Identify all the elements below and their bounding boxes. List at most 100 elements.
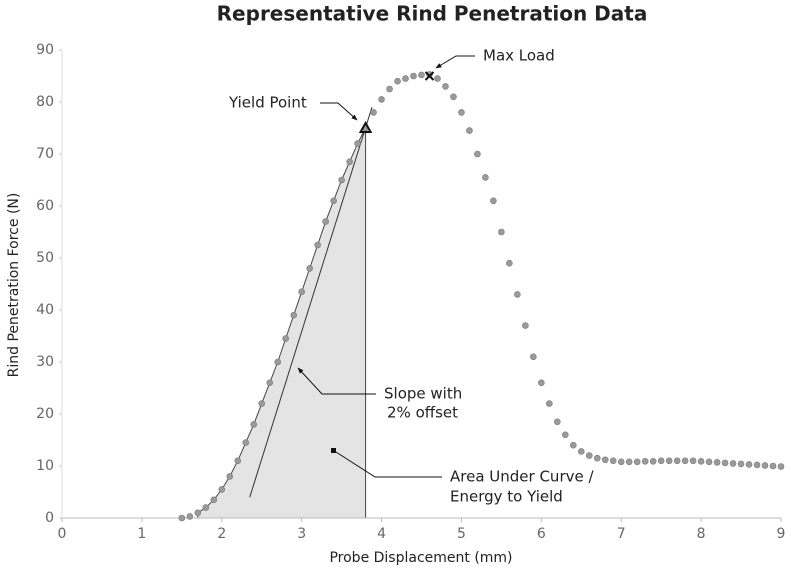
offset-line: [249, 107, 373, 498]
y-tick-label: 80: [36, 94, 54, 110]
x-tick-label: 5: [457, 526, 466, 542]
data-point: [569, 441, 577, 449]
data-point: [434, 75, 441, 82]
y-tick-label: 60: [36, 198, 54, 214]
annotation: Yield Point: [228, 94, 307, 112]
data-point: [338, 176, 345, 184]
data-point: [514, 291, 521, 298]
data-point: [697, 458, 705, 465]
data-point: [633, 458, 641, 466]
data-point: [761, 462, 769, 469]
data-point: [410, 72, 417, 80]
data-point: [386, 85, 393, 93]
data-point: [194, 509, 202, 517]
x-tick-label: 0: [58, 526, 67, 542]
data-point: [234, 457, 242, 465]
data-point: [202, 504, 210, 511]
data-point: [314, 241, 321, 249]
data-point: [546, 400, 553, 407]
x-axis-label: Probe Displacement (mm): [329, 550, 512, 566]
data-point: [665, 457, 673, 465]
yield-marker: [358, 120, 373, 133]
data-point: [418, 71, 425, 79]
annotation: Energy to Yield: [450, 488, 563, 506]
data-point: [306, 265, 313, 272]
y-tick-label: 30: [36, 354, 54, 370]
data-point: [561, 431, 569, 439]
data-point: [729, 460, 737, 467]
y-tick-label: 70: [36, 146, 54, 162]
annotation: Slope with: [384, 385, 462, 403]
y-axis-label: Rind Penetration Force (N): [6, 193, 22, 378]
data-point: [330, 197, 337, 205]
chart-title: Representative Rind Penetration Data: [217, 2, 648, 26]
data-point: [745, 461, 753, 468]
data-point: [346, 158, 353, 166]
data-point: [649, 458, 657, 465]
data-point: [577, 448, 585, 455]
data-point: [530, 353, 537, 361]
data-point: [242, 439, 250, 446]
x-tick-label: 9: [777, 526, 786, 542]
x-tick-label: 4: [377, 526, 386, 542]
arrow: [320, 102, 358, 121]
x-tick-label: 6: [537, 526, 546, 542]
data-point: [721, 459, 729, 467]
data-point: [178, 514, 186, 522]
x-tick-label: 7: [617, 526, 626, 542]
data-point: [609, 457, 617, 465]
x-tick-label: 3: [297, 526, 306, 542]
data-point: [274, 358, 282, 366]
data-point: [593, 454, 601, 462]
data-point: [378, 96, 385, 103]
annotation: Max Load: [483, 47, 555, 65]
data-point: [538, 379, 545, 387]
arrow: [335, 451, 442, 478]
x-tick-label: 2: [217, 526, 226, 542]
data-point: [226, 473, 234, 480]
data-point: [218, 486, 226, 493]
annotation: Area Under Curve /: [450, 468, 594, 486]
data-point: [474, 150, 481, 158]
data-point: [601, 456, 609, 464]
data-point: [354, 140, 361, 147]
arrow: [297, 367, 376, 395]
y-tick-label: 40: [36, 302, 54, 318]
x-tick-label: 8: [697, 526, 706, 542]
data-point: [250, 421, 258, 428]
data-point: [210, 496, 218, 504]
data-point: [370, 109, 377, 116]
data-point: [402, 75, 409, 82]
max-marker: [424, 71, 435, 81]
y-tick-label: 10: [36, 458, 54, 474]
data-point: [258, 400, 266, 407]
data-point: [705, 458, 713, 466]
data-point: [426, 71, 433, 78]
data-point: [777, 463, 785, 470]
data-point: [641, 458, 649, 465]
arrow: [435, 55, 475, 69]
data-point: [522, 322, 529, 329]
data-point: [769, 462, 777, 470]
arrow-end: [331, 448, 336, 453]
y-tick-label: 90: [36, 42, 54, 58]
data-point: [482, 174, 489, 181]
data-point: [585, 452, 593, 459]
data-point: [625, 458, 633, 466]
data-point: [554, 418, 561, 426]
annotation: 2% offset: [387, 404, 458, 422]
data-point: [713, 459, 721, 466]
data-point: [466, 127, 473, 134]
data-point: [394, 77, 401, 85]
data-point: [290, 311, 297, 319]
data-point: [458, 109, 465, 116]
data-point: [737, 460, 745, 468]
data-point: [498, 228, 505, 236]
data-point: [681, 457, 689, 465]
data-point: [689, 457, 697, 465]
data-point: [266, 379, 274, 387]
data-point: [490, 197, 497, 205]
data-point: [506, 259, 513, 267]
data-point: [657, 457, 665, 465]
